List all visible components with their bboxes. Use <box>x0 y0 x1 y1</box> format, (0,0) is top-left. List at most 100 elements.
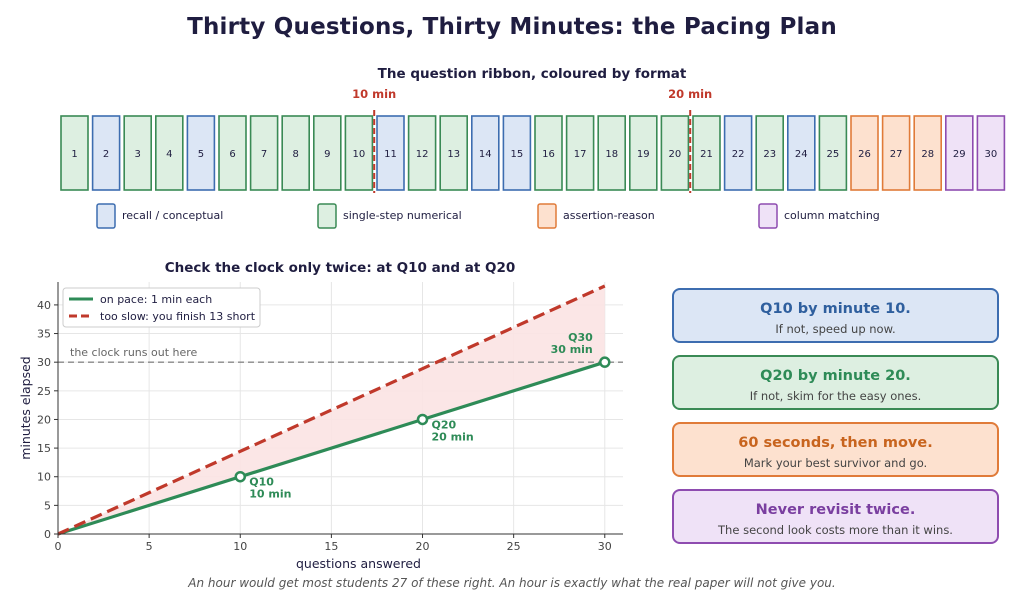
question-box <box>123 115 152 191</box>
question-label: 10 <box>353 149 366 160</box>
legend-swatch <box>537 203 557 229</box>
question-label: 28 <box>921 149 934 160</box>
x-tick-label: 5 <box>146 540 153 553</box>
question-box <box>470 115 500 191</box>
y-tick-label: 10 <box>37 471 51 484</box>
question-label: 5 <box>198 149 204 160</box>
question-label: 24 <box>795 149 808 160</box>
on-pace-line <box>57 360 606 536</box>
question-label: 11 <box>384 149 397 160</box>
checkpoint-label: Q30 <box>568 331 593 344</box>
question-label: 16 <box>542 149 555 160</box>
card-never-revisit-heading: Never revisit twice. <box>755 502 916 518</box>
question-box <box>755 115 785 191</box>
question-label: 25 <box>827 149 840 160</box>
question-box <box>344 115 374 191</box>
question-label: 21 <box>700 149 713 160</box>
question-box <box>628 115 658 191</box>
question-box <box>692 115 721 191</box>
question-label: 2 <box>103 149 109 160</box>
card-never-revisit: Never revisit twice. The second look cos… <box>672 489 999 544</box>
question-box <box>376 115 405 191</box>
y-tick-label: 25 <box>37 385 51 398</box>
question-box <box>312 115 342 191</box>
question-box <box>186 115 216 191</box>
card-q20: Q20 by minute 20. If not, skim for the e… <box>672 355 999 410</box>
card-q20-text: If not, skim for the easy ones. <box>749 389 922 403</box>
too-slow-line <box>57 284 606 536</box>
question-box <box>850 115 879 191</box>
checkpoint-marker <box>234 470 247 483</box>
ribbon-title: The question ribbon, coloured by format <box>378 66 687 82</box>
question-box <box>660 115 690 191</box>
question-label: 20 <box>669 149 682 160</box>
question-label: 15 <box>511 149 524 160</box>
y-tick-label: 20 <box>37 413 51 426</box>
checkpoint-label: Q10 <box>249 476 274 489</box>
card-never-revisit-text: The second look costs more than it wins. <box>718 523 953 537</box>
question-label: 30 <box>985 149 998 160</box>
question-box <box>218 115 247 191</box>
legend-label: assertion-reason <box>563 209 655 222</box>
x-tick-label: 30 <box>598 540 612 553</box>
legend-entry: on pace: 1 min each <box>100 293 212 306</box>
y-tick-label: 0 <box>44 528 51 541</box>
question-label: 1 <box>71 149 77 160</box>
card-q20-heading: Q20 by minute 20. <box>760 368 911 384</box>
time-marker-label: 20 min <box>668 87 712 101</box>
question-ribbon: The question ribbon, coloured by format 1… <box>60 66 1006 229</box>
time-marker-label: 10 min <box>352 87 396 101</box>
question-box <box>155 115 184 191</box>
question-label: 22 <box>732 149 745 160</box>
checkpoint-marker <box>416 413 429 426</box>
question-label: 18 <box>605 149 618 160</box>
question-label: 3 <box>135 149 141 160</box>
question-label: 19 <box>637 149 650 160</box>
checkpoint-time-label: 30 min <box>551 343 593 356</box>
question-label: 27 <box>890 149 903 160</box>
card-q10-heading: Q10 by minute 10. <box>760 301 911 317</box>
question-box <box>597 115 627 191</box>
card-sixty-seconds-heading: 60 seconds, then move. <box>738 435 933 451</box>
checkpoint-marker <box>599 356 611 368</box>
time-limit-label: the clock runs out here <box>70 346 198 359</box>
question-label: 6 <box>229 149 235 160</box>
card-sixty-seconds-text: Mark your best survivor and go. <box>743 456 928 470</box>
question-box <box>281 115 311 191</box>
y-tick-label: 40 <box>37 299 51 312</box>
x-tick-label: 10 <box>233 540 247 553</box>
checkpoint-time-label: 20 min <box>432 430 474 443</box>
legend-swatch <box>96 203 116 229</box>
question-label: 9 <box>324 149 330 160</box>
question-box <box>723 115 753 191</box>
x-tick-label: 25 <box>507 540 521 553</box>
x-axis-label: questions answered <box>296 556 421 571</box>
legend-label: single-step numerical <box>343 209 462 222</box>
x-tick-label: 15 <box>324 540 338 553</box>
card-q10: Q10 by minute 10. If not, speed up now. <box>672 288 999 343</box>
question-label: 12 <box>416 149 429 160</box>
question-box <box>944 115 974 191</box>
legend-box <box>62 287 261 328</box>
question-box <box>881 115 911 191</box>
question-box <box>502 115 532 191</box>
y-tick-label: 15 <box>37 442 51 455</box>
question-label: 17 <box>574 149 587 160</box>
page-title: Thirty Questions, Thirty Minutes: the Pa… <box>187 14 837 40</box>
question-box <box>407 115 437 191</box>
legend-swatch <box>317 203 337 229</box>
question-box <box>818 115 848 191</box>
legend-label: column matching <box>784 209 880 222</box>
question-box <box>565 115 595 191</box>
checkpoint-label: Q20 <box>432 418 457 431</box>
legend-label: recall / conceptual <box>122 209 223 222</box>
y-tick-label: 35 <box>37 328 51 341</box>
legend-swatch <box>758 203 778 229</box>
question-box <box>249 115 279 191</box>
question-label: 14 <box>479 149 492 160</box>
x-tick-label: 20 <box>416 540 430 553</box>
question-box <box>976 115 1006 191</box>
question-box <box>786 115 816 191</box>
y-axis-label: minutes elapsed <box>18 356 33 459</box>
question-label: 4 <box>166 149 172 160</box>
